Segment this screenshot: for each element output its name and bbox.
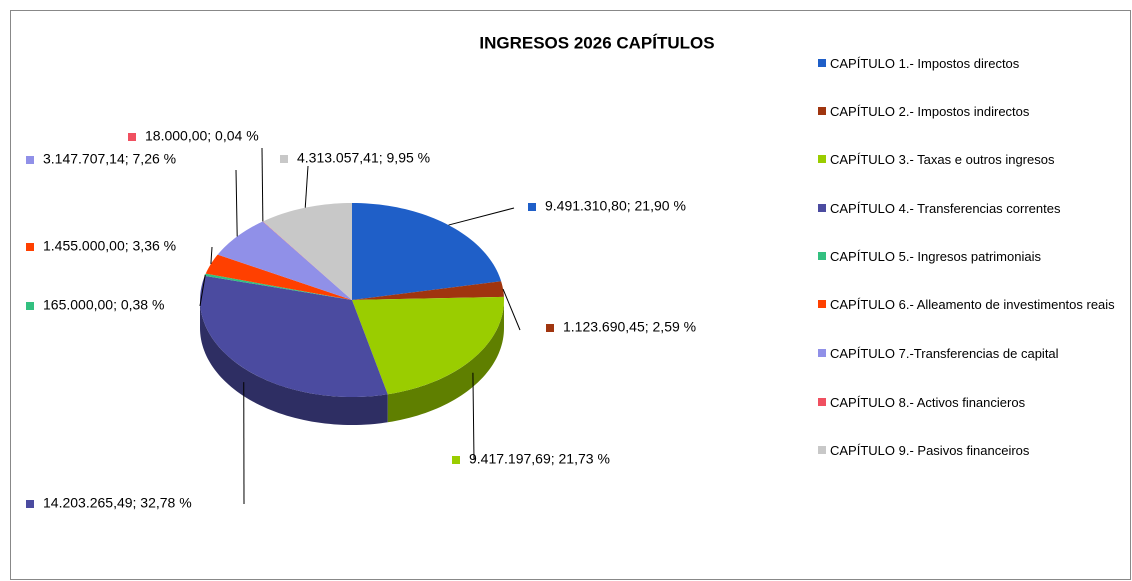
leader-line — [210, 246, 213, 264]
leader-line — [448, 207, 515, 226]
label-swatch — [26, 243, 34, 251]
data-label: 9.417.197,69; 21,73 % — [469, 451, 610, 467]
data-label: 3.147.707,14; 7,26 % — [43, 151, 176, 167]
slice — [352, 296, 504, 395]
slice-side — [387, 300, 504, 423]
slice — [205, 254, 352, 300]
legend-label: CAPÍTULO 1.- Impostos directos — [830, 56, 1020, 71]
label-swatch — [280, 155, 288, 163]
legend-label: CAPÍTULO 7.-Transferencias de capital — [830, 346, 1059, 361]
slice — [204, 273, 352, 300]
label-swatch — [26, 500, 34, 508]
legend-label: CAPÍTULO 2.- Impostos indirectos — [830, 104, 1030, 119]
legend-item: CAPÍTULO 3.- Taxas e outros ingresos — [818, 152, 1118, 167]
slice — [352, 281, 504, 300]
slice-side — [200, 300, 388, 425]
label-swatch — [546, 324, 554, 332]
slice — [352, 203, 502, 300]
leader-line — [472, 372, 475, 461]
legend-item: CAPÍTULO 5.- Ingresos patrimoniais — [818, 249, 1118, 264]
legend-label: CAPÍTULO 4.- Transferencias correntes — [830, 201, 1061, 216]
leader-line — [235, 169, 238, 237]
chart-title: INGRESOS 2026 CAPÍTULOS — [479, 33, 714, 52]
legend-label: CAPÍTULO 8.- Activos financieros — [830, 395, 1026, 410]
slice — [263, 203, 352, 300]
legend-swatch — [818, 252, 826, 260]
label-swatch — [26, 302, 34, 310]
legend-item: CAPÍTULO 8.- Activos financieros — [818, 395, 1118, 410]
label-swatch — [452, 456, 460, 464]
data-label: 1.455.000,00; 3,36 % — [43, 238, 176, 254]
legend-swatch — [818, 59, 826, 67]
legend-swatch — [818, 155, 826, 163]
leader-line — [502, 288, 521, 331]
data-label: 9.491.310,80; 21,90 % — [545, 198, 686, 214]
legend-label: CAPÍTULO 3.- Taxas e outros ingresos — [830, 152, 1055, 167]
legend-item: CAPÍTULO 1.- Impostos directos — [818, 56, 1118, 71]
data-label: 14.203.265,49; 32,78 % — [43, 495, 192, 511]
label-swatch — [128, 133, 136, 141]
leader-line — [261, 147, 264, 222]
legend-label: CAPÍTULO 5.- Ingresos patrimoniais — [830, 249, 1041, 264]
legend-item: CAPÍTULO 7.-Transferencias de capital — [818, 346, 1118, 361]
label-swatch — [528, 203, 536, 211]
leader-line — [304, 165, 309, 208]
slice — [200, 275, 388, 397]
legend-label: CAPÍTULO 9.- Pasivos financeiros — [830, 443, 1030, 458]
data-label: 4.313.057,41; 9,95 % — [297, 150, 430, 166]
legend-item: CAPÍTULO 6.- Alleamento de investimentos… — [818, 297, 1118, 312]
frame — [10, 10, 1131, 580]
legend-item: CAPÍTULO 4.- Transferencias correntes — [818, 201, 1118, 216]
data-label: 18.000,00; 0,04 % — [145, 128, 259, 144]
legend-swatch — [818, 446, 826, 454]
legend-item: CAPÍTULO 2.- Impostos indirectos — [818, 104, 1118, 119]
legend-swatch — [818, 204, 826, 212]
slice — [217, 221, 352, 300]
legend-item: CAPÍTULO 9.- Pasivos financeiros — [818, 443, 1118, 458]
data-label: 1.123.690,45; 2,59 % — [563, 319, 696, 335]
label-swatch — [26, 156, 34, 164]
legend-swatch — [818, 107, 826, 115]
legend-swatch — [818, 398, 826, 406]
leader-line — [199, 274, 206, 307]
legend-swatch — [818, 349, 826, 357]
legend-swatch — [818, 300, 826, 308]
data-label: 165.000,00; 0,38 % — [43, 297, 164, 313]
legend-label: CAPÍTULO 6.- Alleamento de investimentos… — [830, 297, 1115, 312]
slice — [262, 221, 352, 300]
